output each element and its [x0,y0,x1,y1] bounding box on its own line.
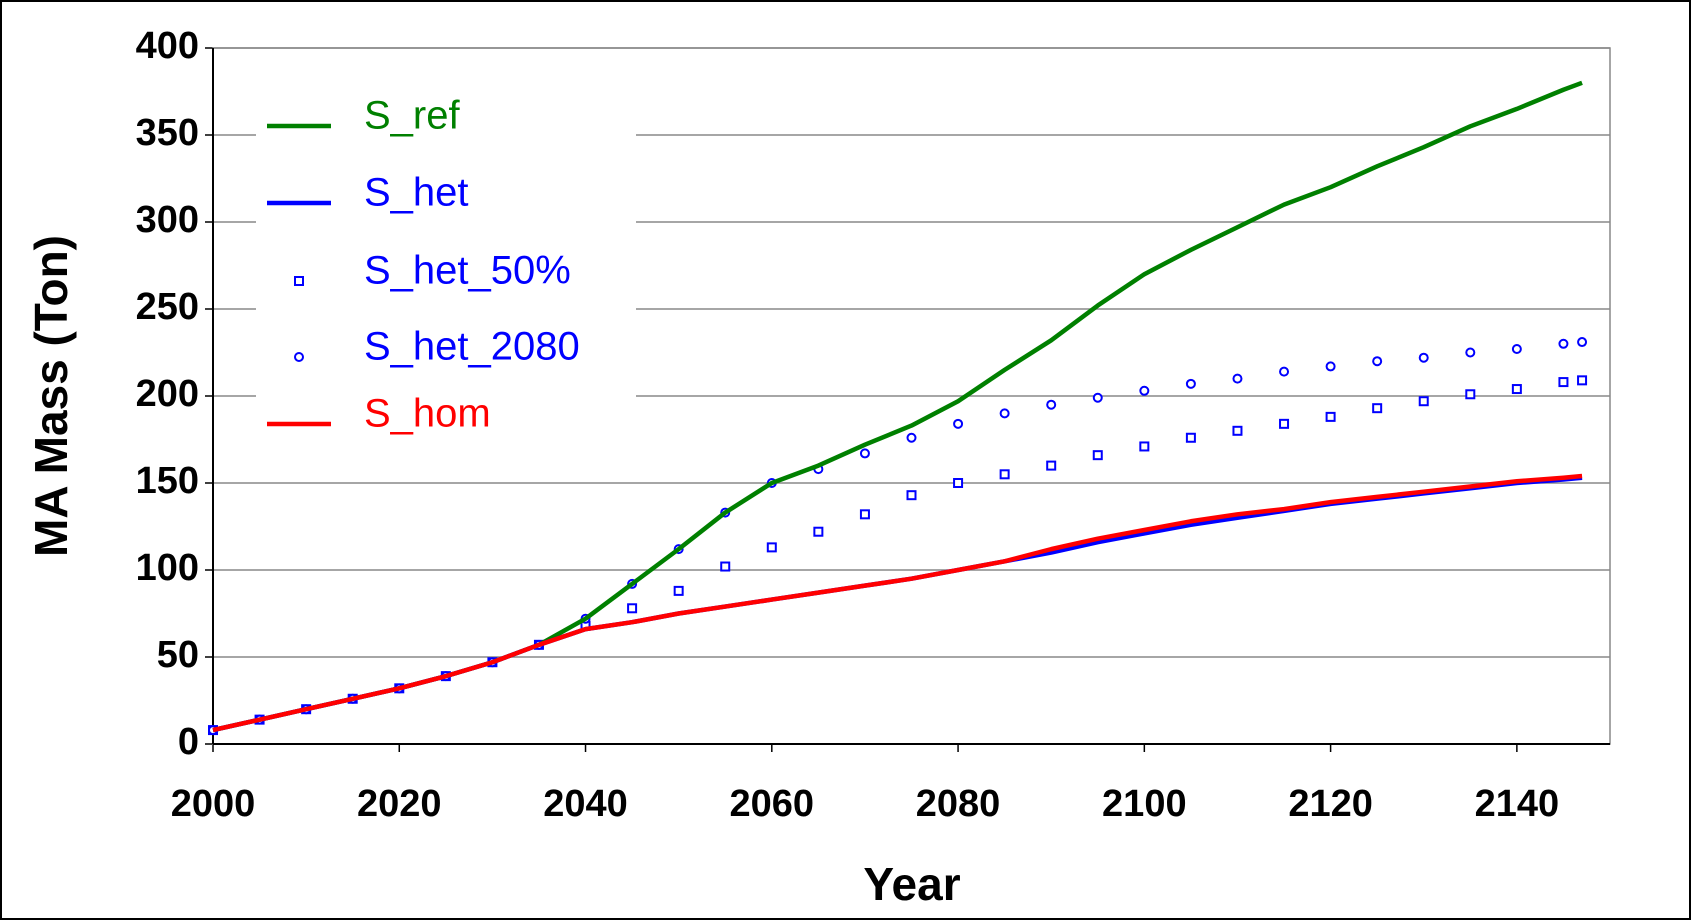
legend-marker [294,352,304,362]
point [1325,411,1336,422]
x-tick-label: 2100 [1102,783,1187,825]
point [1092,392,1103,403]
point [1046,460,1057,471]
legend-label: S_het [364,171,469,215]
point [1046,399,1057,410]
point [766,542,777,553]
point [673,585,684,596]
legend-label: S_het_2080 [364,325,580,369]
point [1185,432,1196,443]
point [859,448,870,459]
x-tick-label: 2120 [1288,783,1373,825]
legend-box [256,88,636,478]
y-tick-label: 150 [136,460,199,502]
point [1418,396,1429,407]
point [953,478,964,488]
point [1558,377,1569,388]
x-tick-label: 2060 [730,783,815,825]
y-tick-label: 200 [136,373,199,415]
y-tick-label: 400 [136,25,199,67]
legend-marker [294,276,304,286]
point [1577,337,1588,348]
point [1092,450,1103,461]
point [1232,425,1243,436]
legend-label: S_hom [364,392,491,436]
x-tick-label: 2140 [1475,783,1560,825]
point [1279,418,1290,429]
point [1418,352,1429,363]
point [1325,361,1336,372]
y-tick-label: 100 [136,547,199,589]
point [906,490,917,501]
point [1372,356,1383,367]
point [1511,384,1522,395]
point [953,418,964,429]
point [1232,373,1243,384]
point [813,526,824,537]
point [1465,347,1476,358]
point [1185,378,1196,389]
y-tick-label: 50 [157,634,199,676]
x-tick-label: 2080 [916,783,1001,825]
point [720,561,731,572]
y-tick-label: 300 [136,199,199,241]
point [1139,385,1150,396]
series-line [212,473,1583,733]
y-axis-label: MA Mass (Ton) [25,235,77,557]
point [999,408,1010,419]
point [1577,375,1588,386]
point [1465,389,1476,400]
point [1511,344,1522,355]
x-tick-label: 2040 [543,783,628,825]
legend-label: S_het_50% [364,249,571,293]
point [1558,338,1569,349]
point [627,603,638,614]
point [1372,403,1383,414]
x-tick-label: 2020 [357,783,442,825]
x-axis-label: Year [863,858,960,910]
point [1279,366,1290,377]
y-tick-label: 0 [178,721,199,763]
legend-label: S_ref [364,94,460,138]
y-tick-label: 250 [136,286,199,328]
point [1139,441,1150,452]
point [859,509,870,520]
x-tick-label: 2000 [171,783,256,825]
point [906,432,917,443]
y-tick-label: 350 [136,112,199,154]
point [999,469,1010,480]
